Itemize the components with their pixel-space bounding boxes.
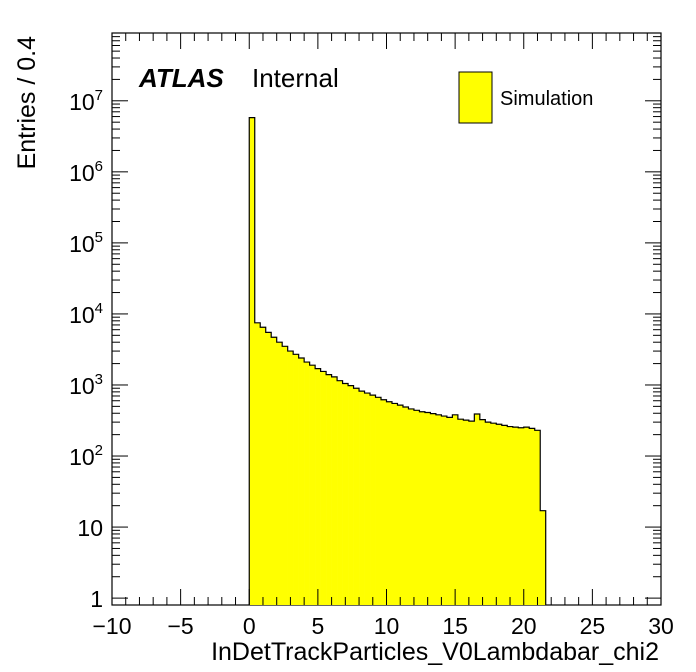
histogram-bar <box>337 380 343 605</box>
histogram-bar <box>397 405 404 605</box>
histogram-bar <box>359 391 365 605</box>
histogram-bar <box>435 414 442 605</box>
y-tick-label: 102 <box>69 442 103 470</box>
histogram-bar <box>452 414 459 605</box>
y-axis-ticks <box>112 32 661 599</box>
y-axis-tick-labels: 1 10 102 103 104 105 106 107 <box>69 87 103 612</box>
histogram-bar <box>507 426 514 605</box>
histogram-bar <box>298 357 305 605</box>
y-tick-label: 104 <box>69 300 103 328</box>
histogram-bar <box>463 420 470 605</box>
histogram-bar <box>413 410 420 605</box>
histogram-bar <box>540 510 547 605</box>
histogram-bar <box>370 395 376 605</box>
histogram-bar <box>364 393 371 605</box>
x-tick-label: 20 <box>511 613 537 639</box>
histogram-bar <box>381 399 387 605</box>
histogram-bar <box>353 388 360 605</box>
histogram-bar <box>265 332 272 605</box>
histogram-bar <box>479 419 486 605</box>
histogram-bar <box>441 416 448 605</box>
histogram-bar <box>276 342 283 605</box>
histogram-bar <box>468 421 475 605</box>
histogram-bar <box>457 419 464 605</box>
histogram-bar <box>304 362 310 605</box>
histogram-bar <box>326 374 332 605</box>
histogram-bar <box>474 414 481 605</box>
histogram-bar <box>386 401 393 605</box>
histogram-bar <box>419 411 426 605</box>
histogram-bar <box>271 337 277 605</box>
histogram-bar <box>249 117 256 605</box>
histogram-bar <box>391 403 398 605</box>
x-tick-label: 25 <box>580 613 606 639</box>
histogram-bar <box>287 351 294 605</box>
histogram-bar <box>430 413 437 605</box>
x-axis-ticks <box>111 33 662 605</box>
histogram-bar <box>424 412 431 605</box>
histogram-bar <box>293 354 299 605</box>
histogram-bar <box>534 430 541 605</box>
y-tick-label: 1 <box>90 586 103 612</box>
y-tick-label: 107 <box>69 87 103 115</box>
x-tick-label: 30 <box>648 613 674 639</box>
histogram-bar <box>342 383 349 605</box>
histogram-bar <box>523 427 530 605</box>
histogram-bar <box>512 427 519 605</box>
y-tick-label: 10 <box>77 515 103 541</box>
legend-label: Simulation <box>500 88 593 110</box>
x-axis-tick-labels: −10 −5 0 5 10 15 20 25 30 <box>92 613 673 639</box>
y-tick-label: 105 <box>69 229 103 257</box>
histogram-bar <box>446 417 453 605</box>
legend: Simulation <box>458 71 593 124</box>
x-tick-label: 15 <box>442 613 468 639</box>
histogram-bar <box>485 422 492 605</box>
histogram-bar <box>348 385 354 605</box>
y-tick-label: 103 <box>69 371 103 399</box>
histogram-bar <box>518 427 525 605</box>
histogram-bars <box>249 117 547 605</box>
x-tick-label: −5 <box>168 613 194 639</box>
histogram-bar <box>501 425 508 605</box>
histogram-bar <box>490 423 497 605</box>
legend-swatch <box>458 71 493 124</box>
x-tick-label: −10 <box>92 613 131 639</box>
histogram-bar <box>331 376 338 605</box>
histogram-outline <box>248 117 547 605</box>
y-axis-label: Entries / 0.4 <box>13 36 41 169</box>
atlas-label: ATLAS <box>138 63 224 93</box>
histogram-bar <box>309 365 316 605</box>
histogram-bar <box>320 371 327 605</box>
histogram-bar <box>402 406 409 605</box>
histogram-bar <box>529 428 536 605</box>
histogram-bar <box>260 327 267 605</box>
x-axis-label: InDetTrackParticles_V0Lambdabar_chi2 <box>211 638 659 666</box>
x-tick-label: 10 <box>374 613 400 639</box>
histogram-bar <box>375 397 382 605</box>
x-tick-label: 5 <box>311 613 324 639</box>
x-tick-label: 0 <box>243 613 256 639</box>
internal-label: Internal <box>252 63 339 93</box>
histogram-bar <box>408 408 415 605</box>
histogram-bar <box>496 424 503 605</box>
histogram-bar <box>254 322 261 605</box>
histogram-bar <box>315 368 321 605</box>
histogram-bar <box>282 346 288 605</box>
y-tick-label: 106 <box>69 158 103 186</box>
